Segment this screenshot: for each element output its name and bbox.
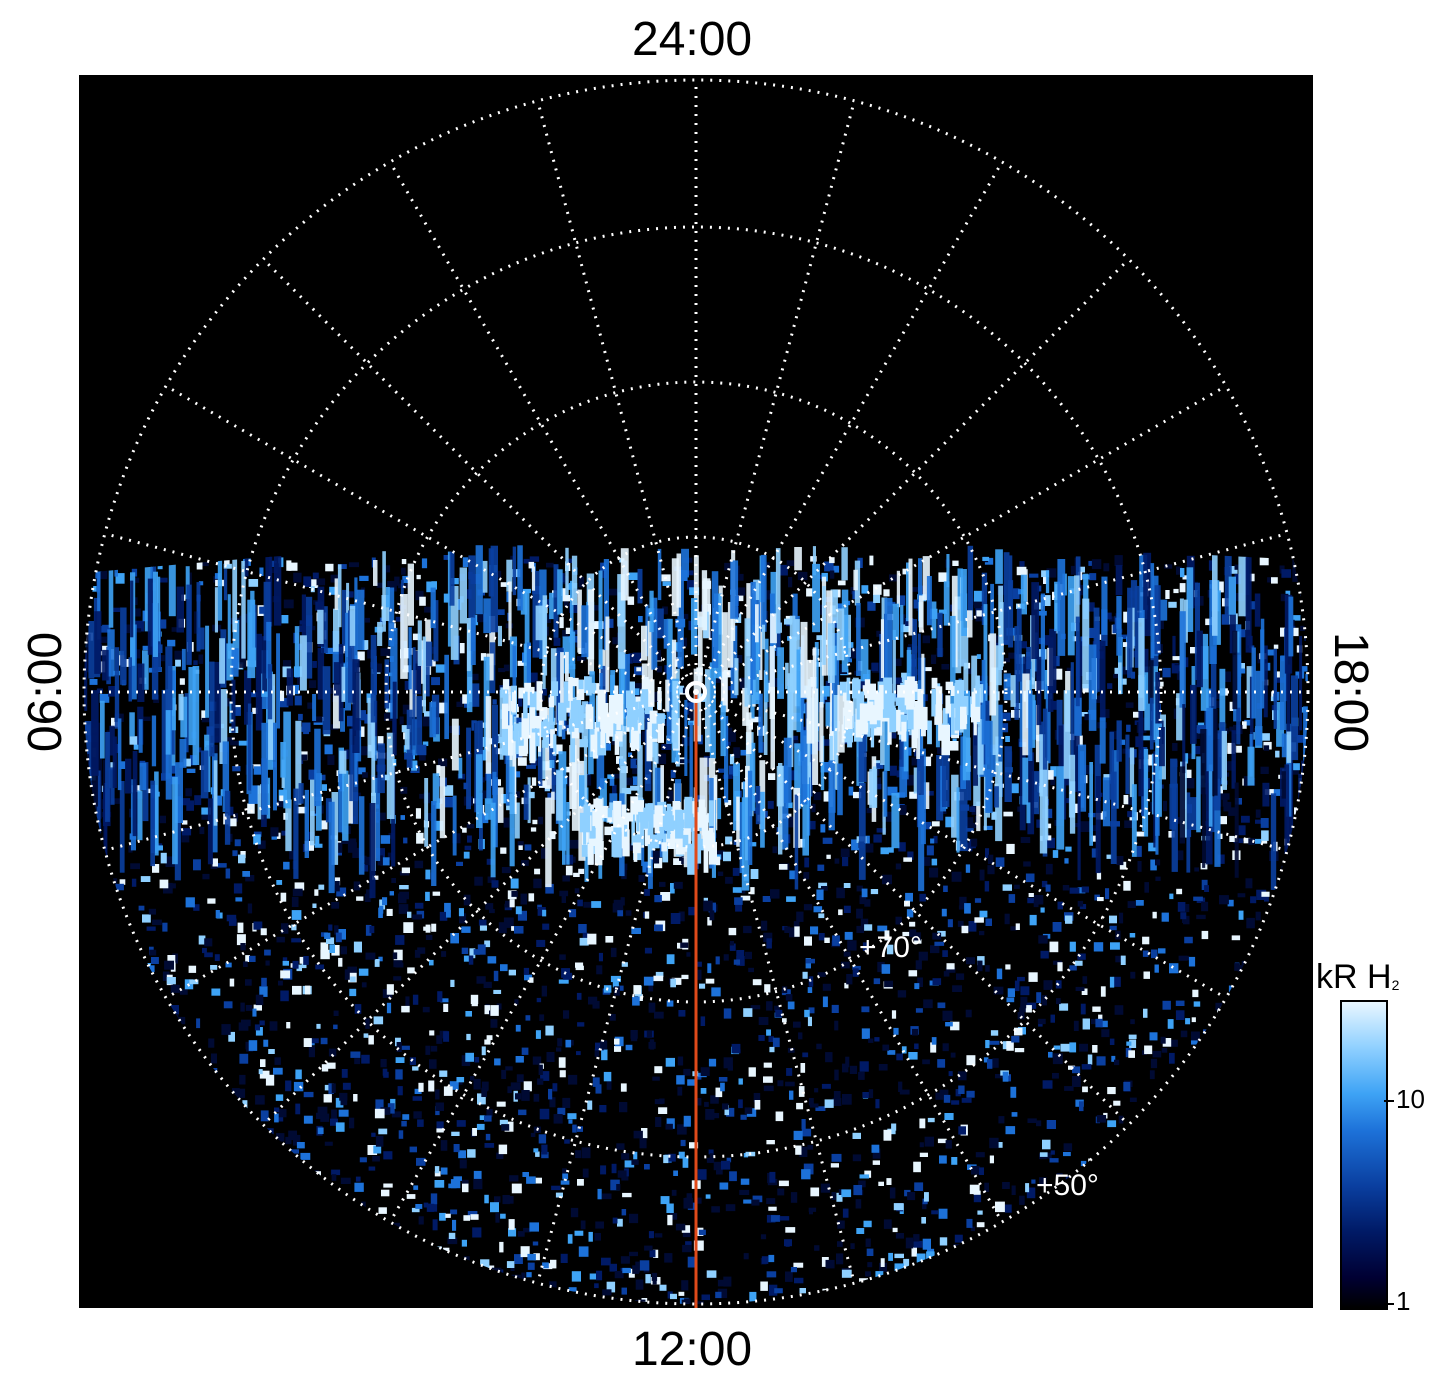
meridian-line	[695, 690, 1227, 1000]
meridian-line	[694, 691, 856, 1284]
meridian-line	[694, 690, 1130, 1126]
colorbar-tick	[1384, 1100, 1394, 1102]
meridian-line	[388, 161, 698, 693]
latitude-circle	[82, 78, 1310, 1306]
meridian-line	[165, 384, 697, 694]
time-label-18: 18:00	[1324, 631, 1377, 753]
meridian-line	[536, 691, 698, 1284]
meridian-line	[165, 690, 697, 1000]
meridian-line	[695, 384, 1227, 694]
latitude-label-70: +70°	[859, 931, 922, 964]
meridian-line	[388, 691, 698, 1223]
time-label-06: 06:00	[19, 631, 72, 753]
meridian-line	[104, 532, 697, 694]
time-label-12: 12:00	[632, 1323, 753, 1376]
meridian-line	[695, 690, 1288, 852]
meridian-line	[694, 100, 856, 693]
pole-marker-dot	[693, 689, 699, 695]
colorbar-title-subscript: 2	[1391, 977, 1400, 993]
colorbar-label-1: 1	[1396, 1286, 1411, 1316]
meridian-line	[694, 691, 1004, 1223]
colorbar	[1340, 1000, 1388, 1310]
polar-plot: +70° +50°	[82, 78, 1310, 1308]
colorbar-title-text: kR H	[1316, 958, 1392, 996]
meridian-line	[262, 690, 698, 1126]
latitude-label-50: +50°	[1036, 1169, 1099, 1202]
meridian-line	[262, 258, 698, 694]
colorbar-label-10: 10	[1396, 1084, 1425, 1114]
time-label-24: 24:00	[632, 13, 753, 66]
meridian-line	[536, 100, 698, 693]
meridian-line	[694, 258, 1130, 694]
meridian-line	[104, 690, 697, 852]
meridian-line	[694, 161, 1004, 693]
meridian-line	[695, 532, 1288, 694]
colorbar-tick	[1384, 1303, 1394, 1305]
polar-projection-image: +70° +50°	[79, 75, 1313, 1308]
pole-marker-icon	[685, 681, 707, 703]
colorbar-title: kR H2	[1316, 958, 1399, 997]
